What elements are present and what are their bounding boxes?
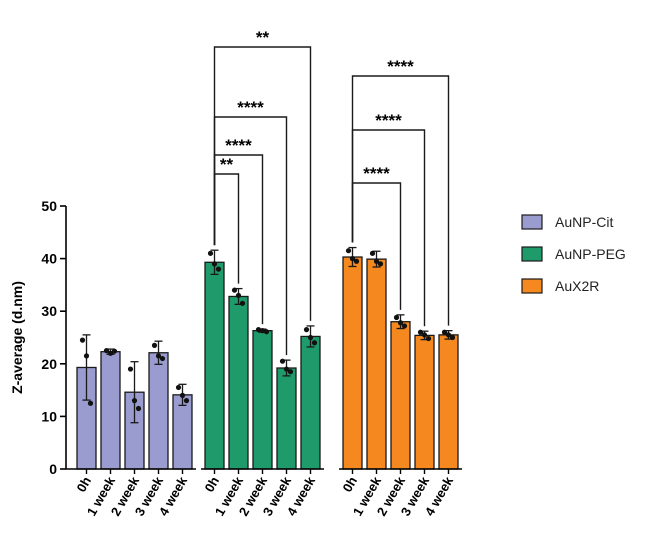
bar-AuX2R-4 week: [438, 334, 459, 470]
data-point: [303, 327, 310, 333]
y-tick-label: 40: [41, 251, 57, 267]
significance-label: ****: [363, 164, 390, 183]
data-point: [373, 258, 380, 264]
data-point: [151, 342, 158, 348]
data-point: [259, 328, 266, 334]
data-point: [279, 358, 286, 364]
data-point: [441, 329, 448, 335]
significance-label: ****: [225, 136, 252, 155]
bar-AuNP-PEG-4 week: [300, 335, 321, 470]
bar-AuX2R-1 week: [366, 258, 387, 470]
y-tick-label: 30: [41, 303, 57, 319]
data-point: [87, 400, 94, 406]
data-point: [393, 314, 400, 321]
bar-AuNP-Cit-3 week: [148, 352, 169, 470]
data-point: [215, 266, 222, 272]
significance-brackets: ************************: [213, 28, 450, 356]
data-point: [127, 366, 134, 372]
data-point: [175, 384, 182, 391]
data-point: [353, 258, 360, 264]
bar-AuNP-PEG-1 week: [228, 295, 249, 470]
data-point: [349, 256, 356, 262]
data-point: [131, 398, 138, 404]
significance-bracket: [351, 75, 450, 326]
data-point: [79, 337, 86, 343]
bar-AuX2R-0h: [342, 256, 363, 470]
bar-AuNP-PEG-3 week: [276, 367, 297, 470]
data-point: [445, 332, 452, 338]
significance-label: ****: [237, 98, 264, 117]
data-point: [449, 334, 456, 341]
legend-swatch-AuNP-Cit: [521, 214, 543, 230]
y-tick-label: 10: [41, 408, 57, 424]
y-tick-label: 50: [41, 198, 57, 214]
data-point: [211, 261, 218, 267]
significance-label: **: [256, 28, 270, 47]
y-tick-label: 0: [49, 461, 57, 477]
data-point: [397, 320, 404, 326]
data-point: [83, 353, 90, 359]
bar-AuX2R-3 week: [414, 334, 435, 470]
legend-label: AuNP-PEG: [555, 246, 626, 262]
data-point: [103, 348, 110, 354]
data-point: [345, 248, 352, 254]
legend-label: AuX2R: [555, 278, 599, 294]
data-point: [255, 327, 262, 333]
y-tick-label: 20: [41, 356, 57, 372]
legend-label: AuNP-Cit: [555, 214, 613, 230]
data-point: [207, 250, 214, 256]
significance-bracket: [213, 46, 312, 321]
data-point: [311, 340, 318, 346]
significance-label: **: [220, 155, 234, 174]
data-point: [239, 300, 246, 306]
data-point: [401, 323, 408, 329]
x-tick-label: 0h: [74, 474, 95, 495]
significance-bracket: [351, 129, 426, 327]
bars-layer: [76, 246, 459, 470]
data-point: [283, 366, 290, 372]
data-point: [107, 350, 114, 356]
x-tick-label: 0h: [202, 474, 223, 495]
legend: AuNP-Cit AuNP-PEG AuX2R: [521, 214, 626, 294]
legend-swatch-AuNP-PEG: [521, 246, 543, 262]
data-point: [111, 348, 118, 354]
data-point: [417, 329, 424, 335]
data-point: [287, 369, 294, 375]
y-axis-label: Z-average (d.nm): [9, 281, 25, 394]
bar-AuNP-Cit-1 week: [100, 351, 121, 470]
data-point: [231, 287, 238, 293]
data-point: [135, 405, 142, 412]
data-point: [421, 332, 428, 338]
data-point: [425, 335, 432, 342]
data-point: [377, 261, 384, 267]
bar-AuNP-PEG-0h: [204, 261, 225, 470]
data-point: [263, 329, 270, 335]
bar-AuNP-PEG-2 week: [252, 330, 273, 470]
data-point: [183, 398, 190, 404]
significance-label: ****: [375, 111, 402, 130]
significance-label: ****: [387, 57, 414, 76]
legend-swatch-AuX2R: [521, 278, 543, 294]
data-point: [307, 334, 314, 341]
data-point: [369, 250, 376, 256]
data-point: [155, 353, 162, 359]
data-point: [235, 292, 242, 299]
x-tick-label: 0h: [340, 474, 361, 495]
data-point: [159, 355, 166, 362]
bar-AuX2R-2 week: [390, 321, 411, 470]
data-point: [179, 392, 186, 398]
